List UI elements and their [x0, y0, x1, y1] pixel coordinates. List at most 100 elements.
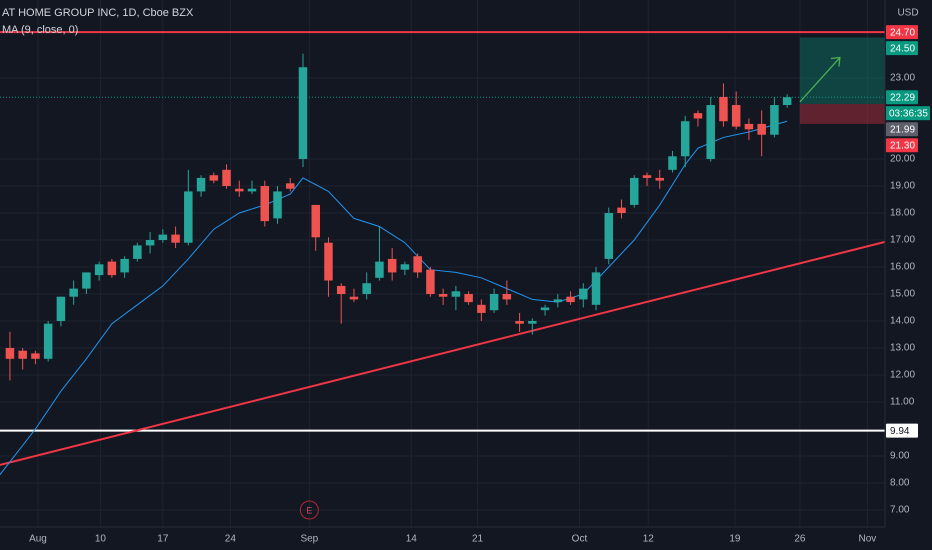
candle-body: [770, 105, 779, 135]
candle-body: [120, 258, 129, 273]
price-label-bg: [886, 25, 918, 40]
candle-body: [591, 272, 601, 305]
candle-body: [617, 207, 626, 214]
candle-body: [18, 350, 27, 359]
x-tick-label: 21: [472, 534, 484, 545]
candle-body: [668, 156, 677, 170]
candle-body: [82, 272, 91, 289]
x-tick-label: 17: [157, 534, 169, 545]
price-label-bg: [886, 41, 918, 56]
candle-body: [706, 105, 715, 160]
candle-body: [515, 321, 524, 324]
position-target-zone: [799, 37, 885, 104]
candle-body: [349, 296, 359, 300]
candle-body: [604, 213, 614, 259]
event-marker: [299, 500, 319, 520]
candle-body: [107, 261, 117, 276]
candle-body: [680, 121, 690, 157]
price-label: 21.30: [890, 140, 915, 151]
position-stop-zone: [799, 103, 885, 124]
chart-title: AT HOME GROUP INC, 1D, Cboe BZX: [2, 7, 194, 19]
candle-body: [196, 177, 206, 192]
candle-body: [336, 285, 346, 295]
y-tick-label: 11.00: [890, 397, 915, 408]
candle-body: [642, 175, 652, 178]
candle-body: [438, 294, 448, 297]
candle-body: [566, 296, 575, 303]
price-label-bg: [886, 122, 918, 137]
price-label-bg: [886, 138, 918, 153]
price-label: 24.70: [890, 27, 915, 38]
candle-body: [375, 261, 384, 278]
candle-body: [413, 256, 422, 273]
candle-body: [719, 96, 728, 122]
candle-body: [451, 291, 461, 297]
candle-body: [56, 296, 66, 322]
candle-body: [260, 186, 270, 222]
arrow: [799, 57, 841, 103]
candle-body: [744, 123, 754, 130]
arrow-head: [830, 56, 841, 67]
candle-body: [426, 269, 435, 295]
price-label: 24.50: [890, 43, 915, 54]
candle-body: [5, 348, 15, 359]
candle-body: [273, 191, 282, 219]
candle-body: [133, 245, 142, 259]
countdown-label: 03:36:35: [889, 108, 928, 119]
candle-body: [387, 258, 397, 273]
price-label-bg: [886, 90, 918, 105]
y-tick-label: 12.00: [890, 370, 915, 381]
countdown-bg: [886, 106, 930, 121]
moving-average: [0, 120, 788, 476]
indicator-label: MA (9, close, 0): [2, 24, 78, 36]
candle-body: [757, 123, 766, 135]
candle-body: [400, 264, 410, 270]
candle-body: [477, 304, 486, 313]
candle-body: [540, 307, 550, 311]
candle-body: [94, 264, 104, 276]
y-tick-label: 15.00: [890, 289, 915, 300]
candle-body: [782, 97, 792, 106]
x-tick-label: Nov: [859, 534, 877, 545]
price-label: 9.94: [890, 426, 910, 437]
x-tick-label: 12: [643, 534, 655, 545]
candle-body: [311, 204, 320, 238]
candle-body: [630, 177, 639, 205]
candle-body: [464, 294, 473, 303]
x-tick-label: 10: [95, 534, 107, 545]
candle-body: [43, 323, 53, 359]
plot: E: [0, 31, 886, 520]
x-tick-label: Sep: [300, 534, 318, 545]
y-tick-label: 20.00: [890, 154, 915, 165]
candle-body: [693, 113, 703, 119]
y-tick-label: 18.00: [890, 208, 915, 219]
y-tick-label: 17.00: [890, 235, 915, 246]
axes: 7.00 8.00 9.00 11.00 12.00 13.00 14.00 15.00 16.…: [29, 25, 930, 545]
candle-body: [731, 105, 741, 127]
candle-body: [247, 188, 257, 192]
trendline: [0, 240, 886, 466]
price-label: 21.99: [890, 124, 915, 135]
candle-body: [553, 299, 563, 303]
x-tick-label: Aug: [29, 534, 47, 545]
y-tick-label: 19.00: [890, 181, 915, 192]
candle-body: [235, 188, 244, 192]
x-tick-label: 26: [794, 534, 806, 545]
candle-body: [31, 353, 40, 359]
y-tick-label: 8.00: [890, 478, 910, 489]
x-tick-label: 19: [729, 534, 741, 545]
candle-body: [655, 177, 664, 181]
candle-body: [158, 234, 168, 241]
candle-body: [489, 294, 499, 311]
candle-body: [324, 242, 333, 281]
y-tick-label: 13.00: [890, 343, 915, 354]
candle-body: [502, 294, 512, 300]
x-tick-label: 24: [225, 534, 237, 545]
price-label-bg: [886, 423, 918, 438]
candle-body: [69, 288, 78, 297]
candle-body: [528, 321, 537, 324]
candle-body: [285, 183, 295, 189]
candle-body: [171, 234, 180, 243]
y-tick-label: 7.00: [890, 505, 910, 516]
